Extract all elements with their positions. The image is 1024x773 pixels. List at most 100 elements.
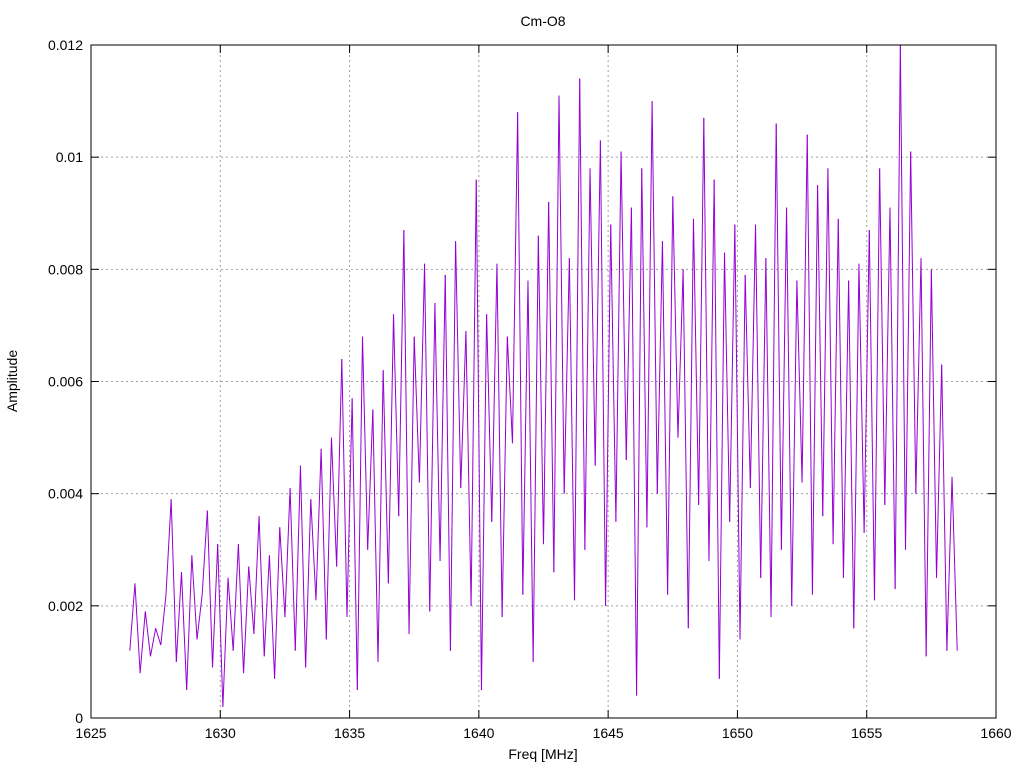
data-segment	[299, 465, 307, 668]
data-segment	[155, 628, 162, 646]
x-tick-label: 1640	[463, 725, 494, 741]
data-segment	[641, 168, 648, 528]
data-segment	[382, 370, 389, 584]
data-segment	[268, 555, 276, 679]
x-tick-label: 1660	[980, 725, 1011, 741]
data-segment	[362, 336, 369, 550]
data-segment	[770, 123, 777, 618]
series-line	[129, 44, 958, 707]
data-segment	[889, 207, 896, 590]
data-segment	[739, 274, 746, 640]
data-segment	[827, 168, 834, 545]
data-segment	[181, 572, 188, 690]
data-segment	[517, 112, 524, 595]
data-segment	[941, 364, 948, 651]
data-segment	[217, 544, 224, 707]
data-segment	[367, 409, 374, 550]
data-segment	[377, 370, 384, 662]
data-segment	[780, 207, 788, 550]
data-segment	[393, 314, 400, 517]
data-segment	[946, 476, 953, 651]
data-segment	[543, 202, 550, 545]
data-segment	[310, 499, 317, 601]
data-segment	[139, 611, 146, 674]
data-segment	[744, 274, 751, 489]
data-segment	[475, 179, 482, 690]
data-segment	[237, 544, 245, 674]
data-segment	[610, 224, 617, 522]
data-segment	[605, 224, 612, 606]
data-segment	[837, 218, 844, 578]
data-segment	[698, 117, 705, 505]
data-segment	[579, 78, 586, 550]
data-segment	[134, 583, 141, 674]
data-segment	[729, 224, 736, 522]
data-segment	[765, 258, 772, 618]
data-segment	[724, 252, 731, 522]
data-segment	[330, 437, 338, 567]
data-segment	[786, 207, 793, 606]
data-segment	[537, 235, 544, 545]
data-segment	[651, 101, 658, 494]
data-segment	[149, 628, 157, 657]
data-segment	[749, 224, 757, 489]
data-segment	[284, 488, 291, 618]
data-segment	[703, 117, 710, 561]
data-segment	[444, 274, 451, 651]
y-tick-label: 0.01	[56, 149, 83, 165]
data-segment	[687, 218, 694, 629]
data-segment	[191, 555, 198, 640]
data-segment	[418, 263, 426, 483]
data-segment	[351, 398, 358, 690]
x-axis-label: Freq [MHz]	[508, 746, 577, 762]
data-segment	[589, 168, 596, 466]
data-segment	[734, 224, 741, 640]
data-segment	[677, 269, 684, 438]
x-tick-label: 1635	[334, 725, 365, 741]
data-segment	[175, 572, 182, 662]
data-segment	[692, 218, 700, 505]
data-segment	[439, 274, 446, 561]
data-segment	[672, 196, 679, 438]
y-tick-label: 0.004	[48, 486, 83, 502]
data-segment	[599, 140, 607, 606]
x-tick-label: 1655	[851, 725, 882, 741]
data-segment	[403, 230, 410, 634]
data-segment	[682, 269, 689, 629]
y-tick-label: 0	[75, 710, 83, 726]
data-segment	[170, 499, 177, 662]
data-segment	[630, 207, 638, 696]
data-segment	[667, 196, 674, 595]
data-segment	[227, 577, 234, 651]
data-segment	[196, 594, 203, 640]
data-segment	[568, 258, 576, 601]
data-segment	[817, 185, 824, 517]
data-segment	[899, 44, 906, 550]
data-segment	[253, 516, 260, 634]
data-segment	[713, 179, 720, 679]
data-segment	[594, 140, 601, 466]
data-segment	[656, 241, 663, 494]
data-segment	[822, 168, 829, 517]
y-axis-label: Amplitude	[4, 350, 20, 412]
data-segment	[636, 168, 643, 696]
data-segment	[884, 207, 891, 505]
data-segment	[868, 230, 875, 601]
data-segment	[491, 263, 498, 522]
data-segment	[905, 151, 912, 550]
data-segment	[480, 314, 488, 690]
data-segment	[336, 359, 343, 567]
data-segment	[501, 336, 508, 618]
data-segment	[522, 280, 529, 595]
data-segment	[212, 544, 219, 668]
data-segment	[858, 263, 865, 533]
data-segment	[496, 263, 503, 618]
data-segment	[186, 555, 193, 690]
data-segment	[356, 336, 363, 690]
data-segment	[460, 331, 467, 489]
data-segment	[563, 258, 570, 494]
x-tick-label: 1650	[722, 725, 753, 741]
data-segment	[320, 448, 327, 640]
data-segment	[661, 241, 669, 595]
